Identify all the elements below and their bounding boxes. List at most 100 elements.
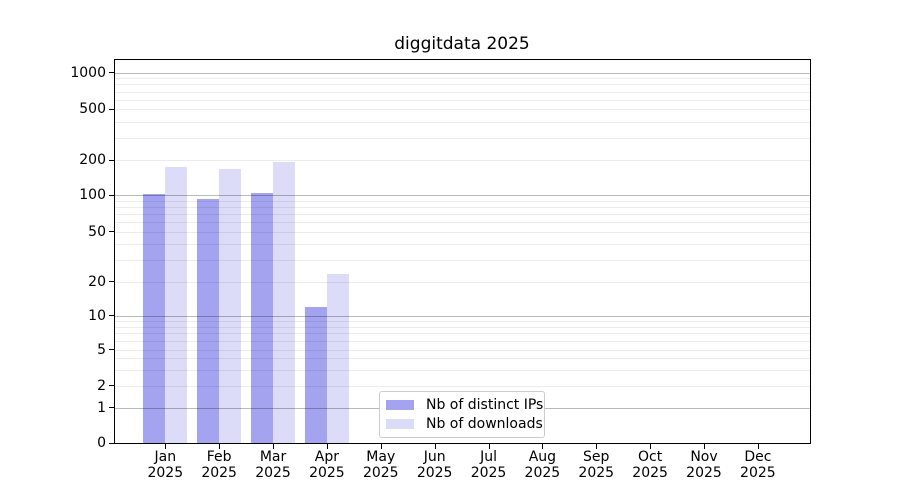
x-tick-mark xyxy=(380,444,382,449)
plot-area xyxy=(114,59,811,444)
x-tick-month: Mar xyxy=(259,449,287,465)
y-tick-mark xyxy=(109,385,114,386)
x-tick-month: Sep xyxy=(583,449,610,465)
x-tick-mark xyxy=(704,444,705,449)
x-tick-month: Oct xyxy=(638,449,663,465)
y-tick-mark xyxy=(109,159,114,161)
x-tick-label-jul: Jul 2025 xyxy=(457,449,521,481)
y-tick-label: 1 xyxy=(97,399,106,416)
minor-gridline xyxy=(115,78,810,80)
x-tick-year: 2025 xyxy=(201,464,237,481)
x-tick-mark xyxy=(542,444,544,449)
chart-title: diggitdata 2025 xyxy=(394,34,530,54)
x-tick-label-dec: Dec 2025 xyxy=(726,449,790,481)
x-tick-month: Jun xyxy=(423,449,446,465)
x-tick-month: May xyxy=(366,449,396,465)
x-tick-year: 2025 xyxy=(416,464,453,481)
minor-gridline xyxy=(115,320,810,322)
x-tick-month: Jan xyxy=(154,449,177,465)
y-tick-label: 200 xyxy=(79,152,106,168)
minor-gridline xyxy=(115,385,810,387)
grid-layer xyxy=(115,60,810,443)
minor-gridline xyxy=(115,109,810,111)
bar-feb-distinct-ips xyxy=(197,199,220,443)
x-tick-year: 2025 xyxy=(632,464,668,481)
legend-label-distinct-ips: Nb of distinct IPs xyxy=(426,397,544,413)
minor-gridline xyxy=(115,349,810,351)
x-tick-label-mar: Mar 2025 xyxy=(241,449,305,481)
x-tick-mark xyxy=(165,444,167,449)
legend-label-downloads: Nb of downloads xyxy=(426,416,543,432)
y-tick-label: 50 xyxy=(88,223,106,240)
y-tick-mark xyxy=(109,231,114,233)
minor-gridline xyxy=(115,99,810,101)
x-tick-month: Nov xyxy=(690,449,718,465)
y-tick-label: 2 xyxy=(97,377,106,394)
legend-swatch-distinct-ips xyxy=(386,400,414,410)
x-tick-mark xyxy=(219,444,221,449)
x-tick-mark xyxy=(650,444,652,449)
legend-item-distinct-ips: Nb of distinct IPs xyxy=(386,398,544,413)
x-tick-year: 2025 xyxy=(309,464,345,481)
bar-jan-distinct-ips xyxy=(143,194,166,443)
x-tick-month: Jul xyxy=(480,449,497,465)
y-tick-label: 10 xyxy=(88,307,106,324)
x-tick-year: 2025 xyxy=(524,464,561,481)
x-tick-label-apr: Apr 2025 xyxy=(295,449,359,481)
minor-gridline xyxy=(115,281,810,283)
x-tick-mark xyxy=(273,444,275,449)
x-tick-year: 2025 xyxy=(470,464,507,481)
minor-gridline xyxy=(115,326,810,328)
x-tick-month: Feb xyxy=(206,449,232,465)
minor-gridline xyxy=(115,121,810,123)
x-tick-mark xyxy=(596,444,598,449)
x-tick-year: 2025 xyxy=(578,464,615,481)
x-tick-label-aug: Aug 2025 xyxy=(510,449,574,481)
y-tick-mark xyxy=(109,194,114,196)
x-tick-mark xyxy=(326,444,328,449)
bars-layer xyxy=(115,60,810,443)
minor-gridline xyxy=(115,243,810,245)
x-tick-label-oct: Oct 2025 xyxy=(618,449,682,481)
x-tick-month: Aug xyxy=(528,449,557,465)
legend: Nb of distinct IPs Nb of downloads xyxy=(379,391,545,438)
major-gridline xyxy=(115,315,810,317)
bar-feb-downloads xyxy=(219,169,242,443)
y-tick-mark xyxy=(109,108,114,110)
y-tick-label: 0 xyxy=(97,435,106,451)
y-tick-mark xyxy=(109,407,114,408)
bar-apr-downloads xyxy=(326,274,349,443)
minor-gridline xyxy=(115,340,810,342)
x-tick-label-jun: Jun 2025 xyxy=(403,449,467,481)
x-tick-mark xyxy=(488,444,490,449)
minor-gridline xyxy=(115,358,810,360)
minor-gridline xyxy=(115,206,810,208)
minor-gridline xyxy=(115,333,810,335)
x-tick-year: 2025 xyxy=(255,464,291,481)
legend-item-downloads: Nb of downloads xyxy=(386,417,544,432)
minor-gridline xyxy=(115,231,810,233)
legend-swatch-downloads xyxy=(386,419,414,429)
minor-gridline xyxy=(115,369,810,371)
bar-mar-distinct-ips xyxy=(251,193,274,443)
x-tick-year: 2025 xyxy=(362,464,399,481)
x-tick-year: 2025 xyxy=(686,464,722,481)
y-tick-label: 5 xyxy=(97,341,106,358)
y-tick-mark xyxy=(109,72,114,74)
minor-gridline xyxy=(115,213,810,215)
minor-gridline xyxy=(115,137,810,139)
minor-gridline xyxy=(115,200,810,202)
x-tick-month: Apr xyxy=(314,449,340,465)
minor-gridline xyxy=(115,160,810,161)
y-tick-label: 20 xyxy=(88,273,106,290)
y-tick-label: 500 xyxy=(79,101,106,118)
x-tick-mark xyxy=(434,444,436,449)
x-tick-label-jan: Jan 2025 xyxy=(133,449,197,481)
y-tick-label: 100 xyxy=(79,187,106,203)
x-tick-mark xyxy=(757,444,759,449)
x-tick-year: 2025 xyxy=(147,464,184,481)
x-tick-label-sep: Sep 2025 xyxy=(564,449,628,481)
y-tick-mark xyxy=(109,281,114,283)
y-tick-mark xyxy=(109,349,114,350)
